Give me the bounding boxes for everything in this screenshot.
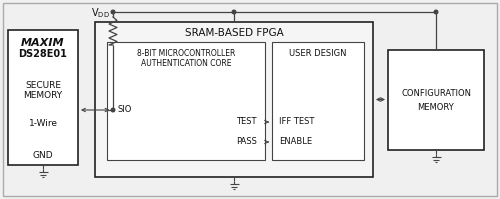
Text: 8-BIT MICROCONTROLLER: 8-BIT MICROCONTROLLER <box>137 50 235 59</box>
Circle shape <box>111 10 115 14</box>
Text: IFF TEST: IFF TEST <box>279 117 314 127</box>
Text: SRAM-BASED FPGA: SRAM-BASED FPGA <box>184 28 284 38</box>
Bar <box>8 30 78 165</box>
Text: MEMORY: MEMORY <box>24 92 62 100</box>
Circle shape <box>434 10 438 14</box>
Text: MAXIM: MAXIM <box>21 38 65 48</box>
Text: DS28E01: DS28E01 <box>18 49 68 59</box>
Text: SECURE: SECURE <box>25 81 61 90</box>
Text: CONFIGURATION: CONFIGURATION <box>401 90 471 99</box>
Bar <box>388 50 484 150</box>
Text: USER DESIGN: USER DESIGN <box>289 50 347 59</box>
Bar <box>107 42 265 160</box>
Bar <box>95 22 373 177</box>
Text: PASS: PASS <box>236 138 257 146</box>
Circle shape <box>232 10 236 14</box>
Text: AUTHENTICATION CORE: AUTHENTICATION CORE <box>141 60 231 68</box>
Bar <box>272 42 364 160</box>
Text: TEST: TEST <box>236 117 257 127</box>
Text: MEMORY: MEMORY <box>418 102 455 111</box>
Text: GND: GND <box>32 150 54 160</box>
Text: ENABLE: ENABLE <box>279 138 312 146</box>
Text: SIO: SIO <box>117 105 132 114</box>
Text: V$_{\mathrm{DD}}$: V$_{\mathrm{DD}}$ <box>91 6 110 20</box>
Circle shape <box>111 108 115 112</box>
Text: 1-Wire: 1-Wire <box>28 118 58 128</box>
